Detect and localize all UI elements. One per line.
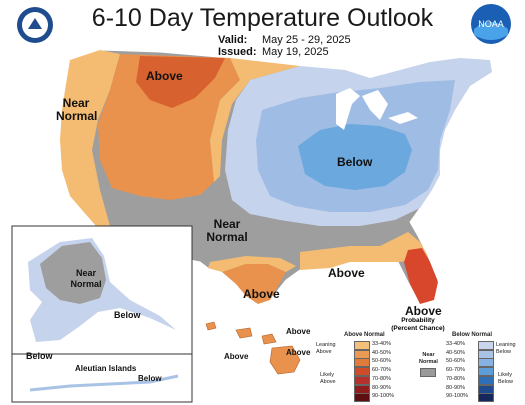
label-alaska-below-sw: Below (26, 351, 53, 361)
legend-below-swatch-4 (478, 367, 494, 377)
issued-value: May 19, 2025 (262, 46, 329, 58)
legend-title: Probability (Percent Chance) (391, 317, 445, 332)
region-west-light (210, 58, 300, 182)
region-texas (222, 264, 286, 304)
legend-above-swatch-2 (354, 349, 370, 359)
legend-likely-above: Likely Above (320, 372, 336, 385)
legend-below-bin-label: 90-100% (446, 393, 469, 400)
legend-below-bin-label: 70-80% (446, 375, 465, 382)
legend-below-bin-label: 80-90% (446, 384, 465, 391)
legend-below-bin-label: 33-40% (446, 341, 465, 347)
legend-above-bin-label: 60-70% (372, 367, 391, 374)
label-near-normal-west: Near Normal (56, 96, 98, 123)
label-hawaii-above-2: Above (224, 352, 249, 361)
label-below-central: Below (337, 155, 373, 169)
legend-above-swatch-5 (354, 375, 370, 385)
legend-below-bin-label: 60-70% (446, 367, 465, 374)
legend-below-bin-label: 40-50% (446, 349, 465, 356)
legend-below-swatch-7 (478, 393, 494, 403)
legend-near-normal: Near Normal (419, 352, 438, 365)
label-alaska-near-normal: Near Normal (70, 268, 102, 289)
legend-below-swatch-2 (478, 349, 494, 359)
label-aleutian-title: Aleutian Islands (75, 364, 137, 373)
page-title: 6-10 Day Temperature Outlook (91, 4, 434, 32)
label-above-florida: Above (405, 304, 442, 318)
legend-above-header: Above Normal (344, 332, 385, 338)
legend-above-bin-label: 80-90% (372, 384, 391, 391)
label-hawaii-above-1: Above (286, 327, 311, 336)
valid-label: Valid: (218, 34, 248, 46)
label-aleutian-below: Below (138, 374, 162, 383)
label-hawaii-above-3: Above (286, 348, 311, 357)
region-west-interior (98, 54, 240, 200)
hawaii-islands (205, 321, 301, 375)
legend: Above Normal Below Normal Leaning Above L… (316, 332, 521, 404)
legend-below-header: Below Normal (452, 332, 493, 338)
legend-below-swatch-3 (478, 358, 494, 368)
commerce-seal-icon (17, 7, 53, 43)
label-above-texas: Above (243, 287, 280, 301)
noaa-logo-icon: NOAA (471, 4, 511, 44)
legend-below-bin-label: 50-60% (446, 358, 465, 365)
aleutian-chain (29, 374, 179, 392)
legend-below-swatch-6 (478, 384, 494, 394)
legend-above-bin-label: 40-50% (372, 349, 391, 356)
label-above-north: Above (146, 69, 183, 83)
legend-leaning-above: Leaning Above (316, 342, 336, 355)
legend-near-normal-swatch (420, 368, 436, 377)
alaska-land-gray (40, 242, 106, 304)
legend-likely-below: Likely Below (498, 372, 513, 385)
legend-above-swatch-6 (354, 384, 370, 394)
legend-above-bin-label: 33-40% (372, 341, 391, 347)
legend-above-bin-label: 50-60% (372, 358, 391, 365)
legend-above-swatch-3 (354, 358, 370, 368)
legend-above-bin-label: 70-80% (372, 375, 391, 382)
label-above-gulf: Above (328, 266, 365, 280)
region-central-dark (298, 124, 412, 190)
legend-above-swatch-7 (354, 393, 370, 403)
region-texas-light (208, 256, 296, 272)
legend-below-swatch-1 (478, 341, 494, 350)
great-lakes (336, 88, 418, 130)
region-west-coast (60, 50, 120, 226)
issued-label: Issued: (218, 46, 257, 58)
region-north-dark (136, 56, 225, 108)
legend-above-swatch-4 (354, 367, 370, 377)
label-alaska-below-se: Below (114, 310, 141, 320)
valid-value: May 25 - 29, 2025 (262, 34, 351, 46)
legend-below-swatch-5 (478, 375, 494, 385)
legend-above-swatch-1 (354, 341, 370, 350)
validity-block: Valid: May 25 - 29, 2025 Issued: May 19, 2… (218, 34, 351, 58)
noaa-logo-text: NOAA (478, 19, 504, 29)
legend-leaning-below: Leaning Below (496, 342, 516, 355)
region-gulf-light (300, 232, 428, 270)
label-near-normal-south: Near Normal (206, 217, 248, 244)
legend-above-bin-label: 90-100% (372, 393, 395, 400)
region-florida (404, 248, 438, 304)
